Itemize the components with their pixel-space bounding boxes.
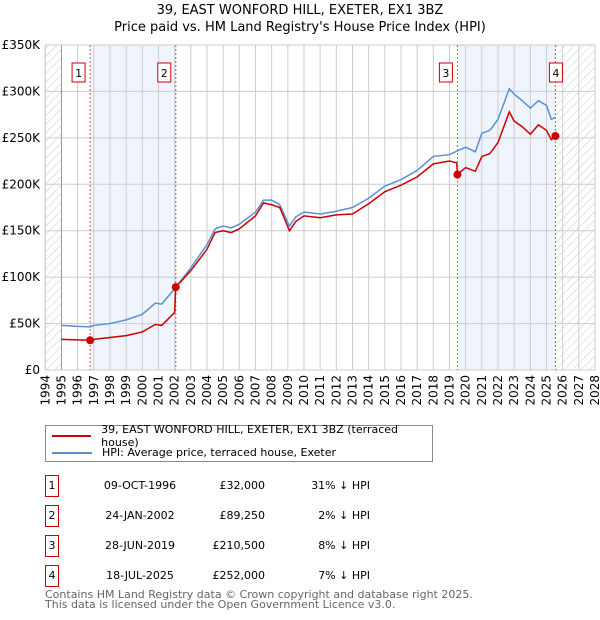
sale-point (86, 336, 95, 345)
x-tick-label: 2019 (442, 375, 456, 406)
x-tick-label: 2005 (216, 375, 230, 406)
sale-number-label: 4 (552, 67, 559, 80)
y-tick-label: £0 (25, 363, 40, 377)
sale-date: 24-JAN-2002 (105, 509, 175, 522)
hpi-difference: 2% ↓ HPI (318, 509, 370, 522)
x-tick-label: 2023 (507, 375, 521, 406)
sale-number-box (157, 62, 172, 83)
sale-date: 28-JUN-2019 (104, 539, 176, 552)
x-tick-label: 2002 (168, 375, 182, 406)
chart-title: 39, EAST WONFORD HILL, EXETER, EX1 3BZ P… (0, 2, 600, 36)
footer-line-1: Contains HM Land Registry data © Crown c… (45, 588, 473, 601)
sale-marker-badge: 2 (45, 505, 59, 527)
y-tick-label: £250K (2, 131, 42, 145)
x-tick-label: 2020 (459, 375, 473, 406)
x-tick-label: 2015 (378, 375, 392, 406)
x-tick-label: 2008 (265, 375, 279, 406)
chart-legend: 39, EAST WONFORD HILL, EXETER, EX1 3BZ (… (45, 423, 433, 462)
x-tick-label: 2000 (135, 375, 149, 406)
legend-item-property: 39, EAST WONFORD HILL, EXETER, EX1 3BZ (… (52, 423, 432, 449)
x-tick-label: 1996 (71, 375, 85, 406)
x-tick-label: 2028 (588, 375, 600, 406)
x-tick-label: 2006 (232, 375, 246, 406)
legend-item-hpi: HPI: Average price, terraced house, Exet… (52, 444, 336, 461)
sale-number-box (71, 62, 86, 83)
x-tick-label: 2004 (200, 375, 214, 406)
title-line-2: Price paid vs. HM Land Registry's House … (114, 20, 486, 35)
hpi-difference: 8% ↓ HPI (318, 539, 370, 552)
legend-label: HPI: Average price, terraced house, Exet… (102, 446, 337, 459)
x-tick-label: 2010 (297, 375, 311, 406)
sale-price: £89,250 (219, 509, 266, 522)
sale-number-box (548, 62, 563, 83)
sale-number-box (438, 62, 453, 83)
y-tick-label: £300K (2, 84, 42, 98)
hatched-no-data-region (555, 45, 595, 370)
x-tick-label: 2003 (184, 375, 198, 406)
x-tick-label: 1998 (103, 375, 117, 406)
title-line-1: 39, EAST WONFORD HILL, EXETER, EX1 3BZ (156, 3, 444, 18)
shaded-ownership-period (457, 45, 556, 370)
sale-point (171, 283, 180, 292)
x-tick-label: 1995 (54, 375, 68, 406)
price-paid-series-line (61, 110, 556, 342)
sale-point (453, 170, 462, 179)
plot-border (44, 44, 596, 371)
transaction-row: 2 24-JAN-2002 £89,250 2% ↓ HPI (45, 505, 445, 527)
y-tick-label: £150K (2, 224, 42, 238)
x-tick-label: 2011 (313, 375, 327, 406)
sale-marker-badge: 1 (45, 475, 59, 497)
x-tick-label: 1999 (119, 375, 133, 406)
sale-price: £32,000 (219, 479, 266, 492)
sale-number-label: 3 (442, 67, 449, 80)
price-chart: 1994 1995 1996 1997 1998 1999 2000 2001 2002 2003… (2, 38, 600, 406)
x-tick-label: 2014 (362, 375, 376, 406)
sale-point (551, 132, 560, 140)
hatched-no-data-region (45, 45, 62, 370)
x-tick-label: 2016 (394, 375, 408, 406)
footer-line-2: This data is licensed under the Open Gov… (45, 598, 396, 611)
x-tick-label: 2022 (491, 375, 505, 406)
x-tick-label: 2024 (523, 375, 537, 406)
x-tick-label: 2009 (281, 375, 295, 406)
x-tick-label: 2018 (426, 375, 440, 406)
shaded-ownership-period (90, 45, 176, 370)
transaction-row: 3 28-JUN-2019 £210,500 8% ↓ HPI (45, 535, 445, 557)
y-tick-label: £350K (2, 38, 42, 52)
sale-price: £210,500 (212, 539, 266, 552)
x-tick-label: 2017 (410, 375, 424, 406)
x-tick-label: 1994 (38, 375, 52, 406)
hpi-difference: 7% ↓ HPI (318, 569, 370, 582)
x-tick-label: 2025 (539, 375, 553, 406)
sale-number-label: 1 (75, 67, 82, 80)
y-tick-label: £200K (2, 177, 42, 191)
sale-marker-badge: 4 (45, 565, 59, 587)
transaction-row: 1 09-OCT-1996 £32,000 31% ↓ HPI (45, 475, 445, 497)
legend-swatch-red (52, 434, 92, 437)
legend-swatch-blue (52, 451, 92, 454)
x-tick-label: 2021 (475, 375, 489, 406)
hpi-difference: 31% ↓ HPI (311, 479, 370, 492)
sale-marker-badge: 3 (45, 535, 59, 557)
sale-price: £252,000 (212, 569, 266, 582)
x-tick-label: 1997 (87, 375, 101, 406)
sale-date: 09-OCT-1996 (103, 479, 177, 492)
legend-label: 39, EAST WONFORD HILL, EXETER, EX1 3BZ (… (101, 422, 399, 449)
x-tick-label: 2013 (345, 375, 359, 406)
sale-date: 18-JUL-2025 (106, 569, 174, 582)
x-tick-label: 2012 (329, 375, 343, 406)
hpi-series-line (61, 87, 556, 328)
y-tick-label: £50K (9, 317, 41, 331)
x-tick-label: 2007 (248, 375, 262, 406)
x-tick-label: 2026 (556, 375, 570, 406)
x-tick-label: 2027 (572, 375, 586, 406)
footer: Contains HM Land Registry data © Crown c… (45, 588, 473, 611)
transaction-row: 4 18-JUL-2025 £252,000 7% ↓ HPI (45, 565, 445, 587)
y-tick-label: £100K (2, 270, 42, 284)
x-tick-label: 2001 (151, 375, 165, 406)
sale-number-label: 2 (161, 67, 168, 80)
